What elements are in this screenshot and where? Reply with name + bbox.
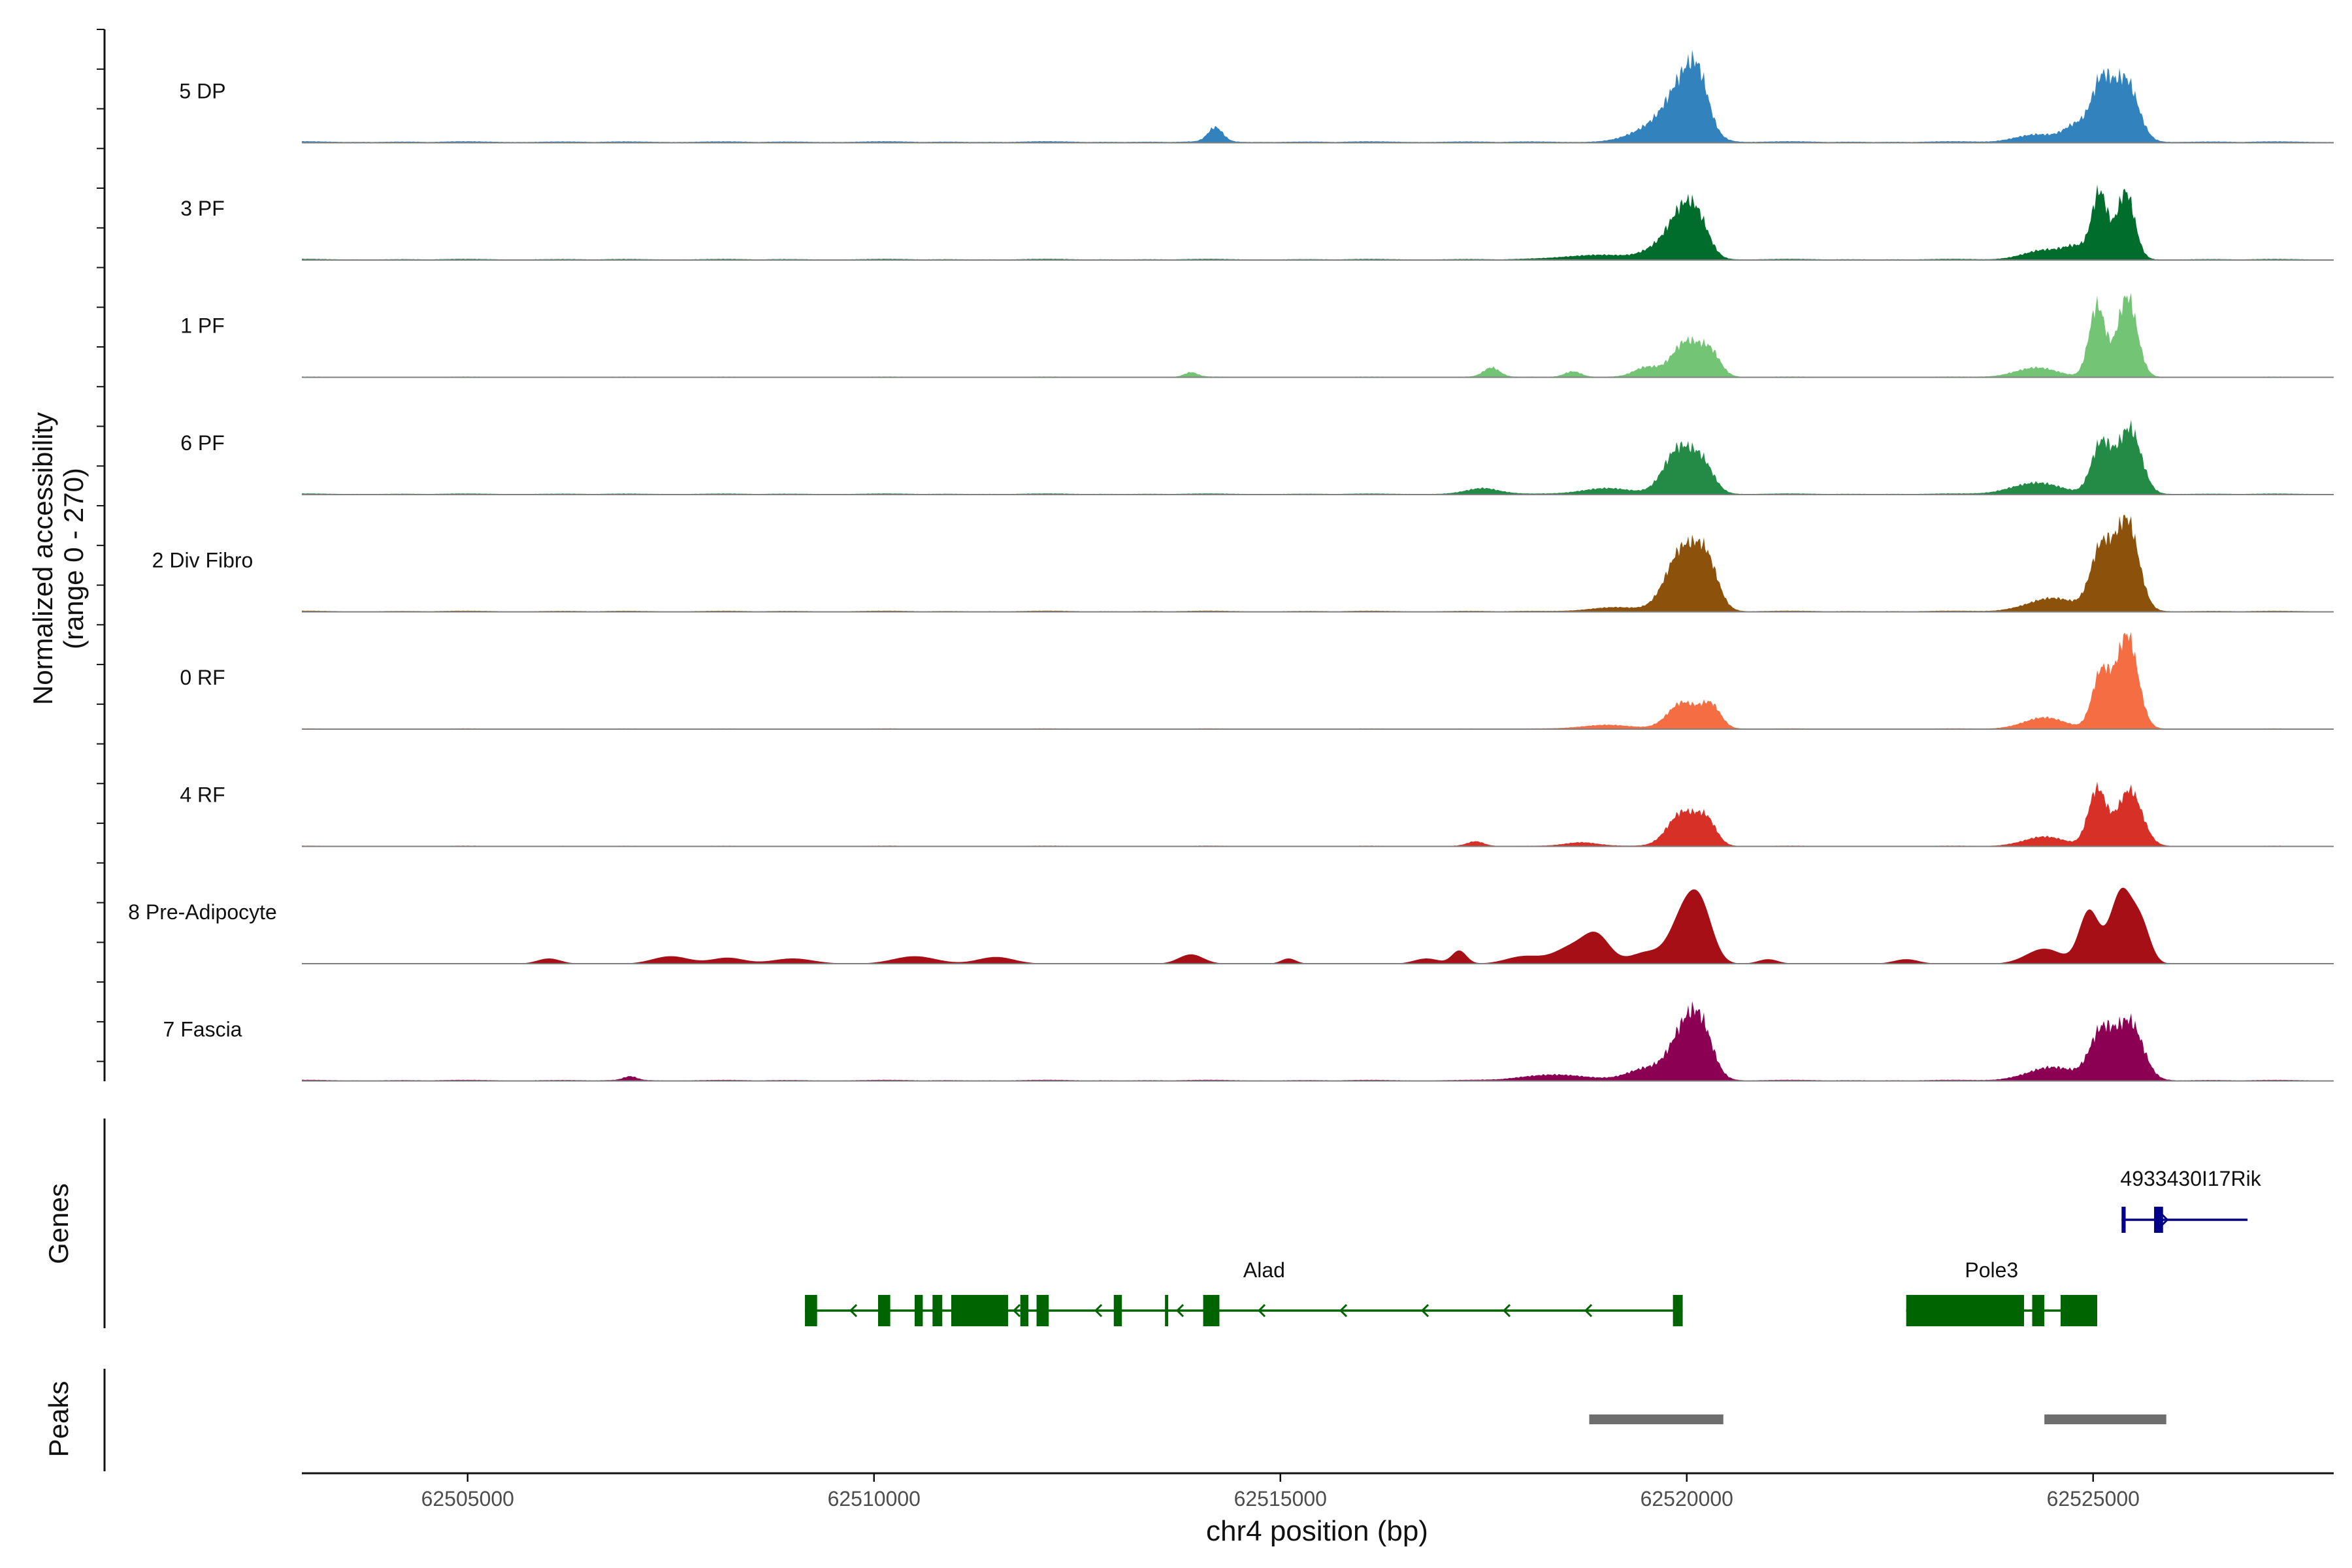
track-label-1: 5 DP: [179, 80, 225, 103]
peak-region-2: [2044, 1414, 2166, 1424]
gene-label-Pole3: Pole3: [1965, 1258, 2018, 1282]
track-label-4: 6 PF: [180, 431, 225, 455]
y-axis-title-line1: Normalized accessibility: [27, 412, 58, 705]
gene-exon: [1203, 1295, 1220, 1326]
gene-exon: [1673, 1295, 1683, 1326]
strand-arrow: [1584, 1303, 1593, 1318]
coverage-area-4: [302, 419, 2334, 495]
peak-region-track: [1589, 1414, 2166, 1424]
gene-exon: [1036, 1295, 1049, 1326]
strand-arrow: [1339, 1303, 1348, 1318]
coverage-track-1: 5 DP: [179, 50, 2334, 144]
coverage-track-6: 0 RF: [180, 632, 2334, 730]
track-label-2: 3 PF: [180, 197, 225, 220]
coverage-area-3: [302, 293, 2334, 378]
coverage-area-1: [302, 50, 2334, 143]
coverage-area-5: [302, 514, 2334, 612]
gene-exon: [2061, 1295, 2097, 1326]
gene-exon: [1113, 1295, 1122, 1326]
gene-exon: [877, 1295, 890, 1326]
gene-exon: [914, 1295, 923, 1326]
gene-Alad: Alad: [805, 1258, 1683, 1326]
track-label-8: 8 Pre-Adipocyte: [128, 900, 277, 924]
strand-arrow: [1420, 1303, 1429, 1318]
track-label-5: 2 Div Fibro: [152, 549, 253, 572]
gene-label-Alad: Alad: [1243, 1258, 1285, 1282]
gene-exon: [932, 1295, 943, 1326]
gene-exon: [2032, 1295, 2045, 1326]
gene-exon: [805, 1295, 817, 1326]
track-label-7: 4 RF: [180, 783, 225, 807]
strand-arrow: [1257, 1303, 1266, 1318]
gene-annotation-track: 4933430I17Rik Alad Pole3: [805, 1167, 2262, 1326]
x-tick-label: 62525000: [2047, 1487, 2140, 1511]
strand-arrow: [2161, 1213, 2169, 1227]
peak-region-1: [1589, 1414, 1723, 1424]
peaks-track-title: Peaks: [43, 1381, 74, 1458]
axes: 62505000 62510000 62515000 62520000 62525000: [97, 29, 2334, 1511]
coverage-track-7: 4 RF: [180, 781, 2334, 847]
coverage-area-8: [302, 887, 2334, 964]
coverage-track-4: 6 PF: [180, 419, 2334, 495]
track-label-9: 7 Fascia: [163, 1018, 242, 1041]
gene-exon: [1165, 1295, 1169, 1326]
gene-Pole3: Pole3: [1906, 1258, 2097, 1326]
gene-exon: [951, 1295, 1009, 1326]
coverage-track-5: 2 Div Fibro: [152, 514, 2334, 613]
genes-track-title: Genes: [43, 1183, 74, 1264]
coverage-area-7: [302, 781, 2334, 847]
coverage-area-6: [302, 632, 2334, 729]
gene-exon: [1020, 1295, 1029, 1326]
strand-arrow: [849, 1303, 858, 1318]
coverage-track-2: 3 PF: [180, 184, 2334, 261]
strand-arrow: [1502, 1303, 1511, 1318]
strand-arrow: [1094, 1303, 1103, 1318]
coverage-track-3: 1 PF: [180, 293, 2334, 378]
gene-exon: [2121, 1207, 2126, 1233]
track-label-3: 1 PF: [180, 314, 225, 338]
x-tick-label: 62510000: [828, 1487, 921, 1511]
gene-4933430I17Rik: 4933430I17Rik: [2120, 1167, 2262, 1233]
strand-arrow: [1012, 1303, 1021, 1318]
coverage-track-9: 7 Fascia: [163, 1001, 2334, 1082]
strand-arrow: [1175, 1303, 1184, 1318]
coverage-track-8: 8 Pre-Adipocyte: [128, 887, 2334, 964]
x-tick-label: 62515000: [1234, 1487, 1327, 1511]
coverage-area-9: [302, 1001, 2334, 1081]
gene-exon: [2154, 1207, 2163, 1233]
gene-exon: [1906, 1295, 2025, 1326]
coverage-area-2: [302, 184, 2334, 260]
coverage-tracks: 5 DP 3 PF 1 PF 6 PF 2 Div Fibro 0 RF 4 RF 8 Pre…: [128, 50, 2334, 1082]
x-axis-title: chr4 position (bp): [1206, 1515, 1428, 1547]
x-tick-label: 62520000: [1641, 1487, 1733, 1511]
gene-label-4933430I17Rik: 4933430I17Rik: [2120, 1167, 2261, 1190]
x-tick-label: 62505000: [421, 1487, 514, 1511]
y-axis-title-line2: (range 0 - 270): [58, 468, 89, 649]
track-label-6: 0 RF: [180, 666, 225, 689]
